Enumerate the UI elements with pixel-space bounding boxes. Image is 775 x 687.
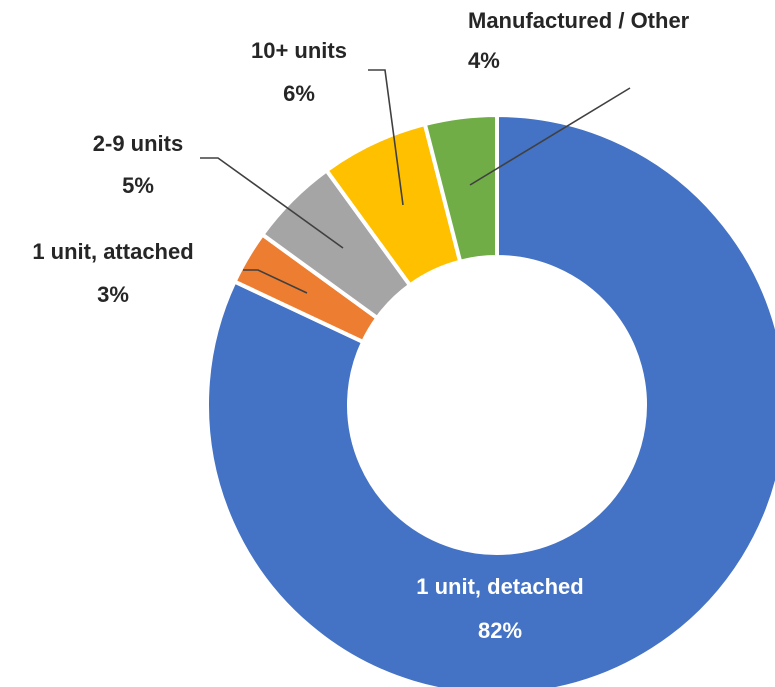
donut-slice	[205, 112, 775, 687]
slice-label: 1 unit, attached	[32, 239, 193, 264]
leader-line	[243, 269, 308, 294]
donut-slice	[422, 112, 499, 265]
value-label: 82%	[478, 618, 522, 643]
leader-line	[368, 69, 404, 206]
value-label: 3%	[97, 282, 129, 307]
slice-label: Manufactured / Other	[468, 8, 690, 33]
leader-line	[200, 157, 344, 249]
value-label: 5%	[122, 173, 154, 198]
slice-label: 2-9 units	[93, 131, 183, 156]
slice-label: 10+ units	[251, 38, 347, 63]
leader-line	[469, 87, 631, 186]
value-label: 4%	[468, 48, 500, 73]
value-label: 6%	[283, 81, 315, 106]
slice-label: 1 unit, detached	[416, 574, 583, 599]
